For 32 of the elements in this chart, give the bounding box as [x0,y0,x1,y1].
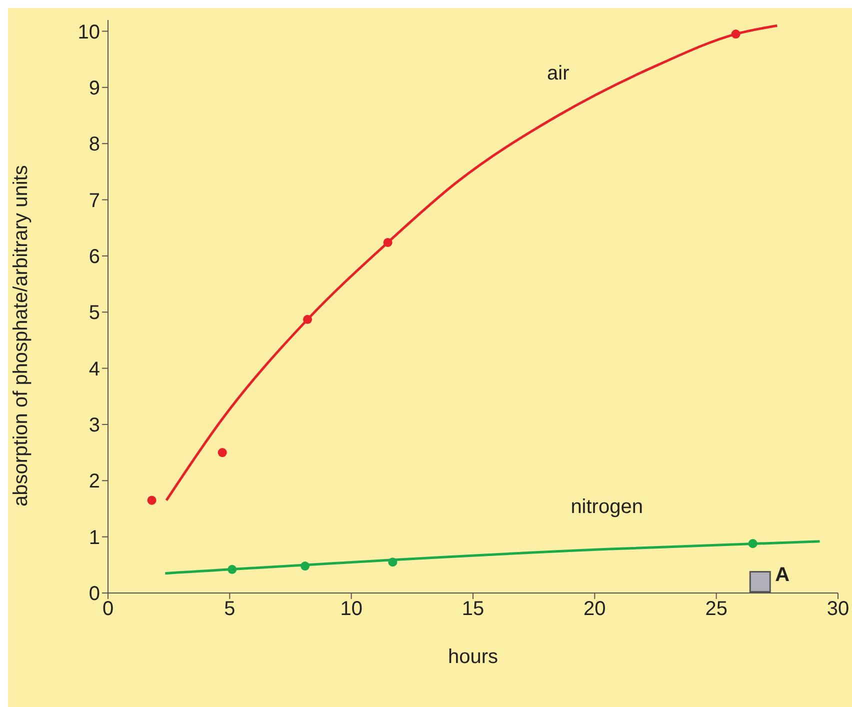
y-tick-label: 6 [88,246,100,268]
point [388,558,398,567]
series-label: air [547,62,570,84]
y-tick-label: 7 [88,190,100,212]
x-tick-label: 25 [705,598,728,620]
y-tick-label: 4 [88,358,100,380]
series-label: nitrogen [570,496,643,518]
x-axis-title: hours [448,646,498,668]
y-tick-label: 5 [88,302,100,324]
y-tick-label: 1 [88,526,100,549]
point [147,496,156,505]
point [228,564,237,574]
y-tick-label: 9 [88,78,100,100]
x-tick-label: 20 [584,598,606,620]
x-tick-label: 15 [462,598,484,620]
y-tick-label: 2 [88,470,100,493]
point [731,30,740,39]
x-tick-label: 10 [340,598,362,620]
point [218,448,227,458]
y-tick-label: 3 [88,414,100,437]
y-tick-label: 10 [78,21,100,44]
y-axis-title: absorption of phosphate/arbitrary units [10,165,32,506]
x-tick-label: 30 [826,598,850,620]
point [748,539,758,548]
point [300,562,310,571]
y-tick-label: 0 [88,583,100,606]
point [303,314,312,324]
y-tick-label: 8 [88,134,100,156]
point [383,238,392,247]
annotation: A [775,564,790,586]
x-tick-label: 5 [224,598,236,620]
point [749,571,771,593]
